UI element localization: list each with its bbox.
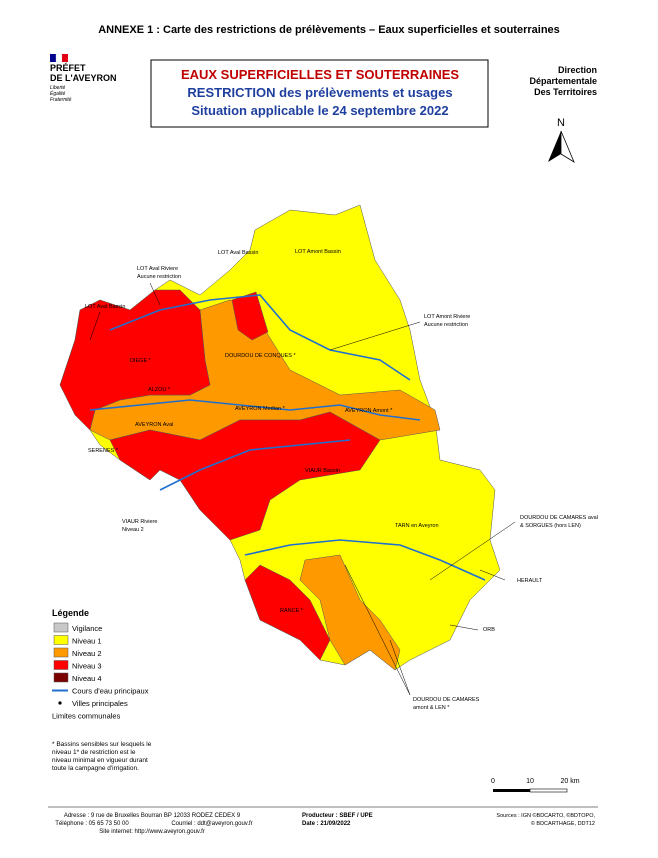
motto: Liberté bbox=[50, 85, 66, 91]
leader-line bbox=[329, 321, 421, 351]
map-label: RANCE * bbox=[280, 608, 304, 614]
legend: Vigilance Niveau 1 Niveau 2 Niveau 3 Niveau … bbox=[52, 622, 149, 721]
prefet: PRÉFET bbox=[50, 63, 86, 73]
footer-text: Téléphone : 05 65 73 50 00 bbox=[55, 821, 129, 827]
legend-label: Vigilance bbox=[72, 624, 102, 633]
river bbox=[244, 539, 486, 581]
map-label: DIEGE * bbox=[130, 358, 152, 364]
map bbox=[59, 204, 516, 696]
note: * Bassins sensibles sur lesquels lenivea… bbox=[52, 741, 152, 772]
title: RESTRICTION des prélèvements et usages bbox=[187, 85, 452, 100]
annex-title: ANNEXE 1 : Carte des restrictions de pré… bbox=[98, 24, 560, 36]
title: EAUX SUPERFICIELLES ET SOUTERRAINES bbox=[181, 67, 459, 82]
direction: Direction bbox=[558, 65, 597, 75]
map-label: LOT Aval Bassin bbox=[218, 250, 258, 256]
map-label: AVEYRON Amont * bbox=[345, 408, 393, 414]
map-label: SERENES * bbox=[88, 448, 119, 454]
note-text: niveau 1* de restriction est le bbox=[52, 749, 136, 756]
river bbox=[159, 439, 351, 491]
legend-swatch bbox=[53, 622, 69, 633]
footer-text: Date : 21/09/2022 bbox=[302, 821, 351, 827]
legend-label: Cours d'eau principaux bbox=[72, 687, 149, 696]
legend-label: Niveau 2 bbox=[72, 649, 102, 658]
direction: Départementale bbox=[529, 76, 597, 86]
motto: Fraternité bbox=[50, 97, 72, 103]
north-label: N bbox=[557, 117, 565, 129]
zone-niveau-3 bbox=[59, 289, 211, 431]
map-label: Niveau 2 bbox=[122, 527, 144, 533]
note-text: toute la campagne d'irrigation. bbox=[52, 765, 139, 772]
scale-label: 20 km bbox=[560, 778, 579, 785]
direction: Des Territoires bbox=[534, 87, 597, 97]
map-label: amont & LEN * bbox=[413, 705, 450, 711]
legend-swatch bbox=[53, 635, 69, 645]
leader-line bbox=[479, 569, 506, 581]
legend-swatch bbox=[53, 647, 69, 658]
map-label: TARN en Aveyron bbox=[395, 523, 439, 529]
map-label: LOT Aval Riviere bbox=[137, 266, 178, 272]
map-label: LOT Amont Bassin bbox=[295, 249, 341, 255]
footer-text: Sources : IGN ©BDCARTO, ©BDTOPO, bbox=[496, 812, 595, 819]
leader-line bbox=[449, 624, 479, 631]
leader-line bbox=[429, 521, 516, 581]
leader-line bbox=[149, 282, 161, 306]
leader-line bbox=[89, 311, 101, 341]
map-label: VIAUR Bassin bbox=[305, 468, 340, 474]
north-arrow bbox=[548, 131, 561, 162]
map-label: DOURDOU DE CAMARES bbox=[413, 697, 480, 703]
footer-text: Producteur : SBEF / UPE bbox=[302, 813, 373, 819]
motto: Égalité bbox=[50, 90, 66, 97]
map-label: Aucune restriction bbox=[137, 274, 181, 280]
scale-label: 0 bbox=[491, 778, 495, 785]
legend-swatch bbox=[58, 701, 62, 705]
map-label: ORB bbox=[483, 627, 495, 633]
footer-text: Adresse : 9 rue de Bruxelles Bourran BP … bbox=[64, 813, 241, 819]
zone-niveau-2 bbox=[299, 554, 401, 671]
map-label: DOURDOU DE CAMARES aval bbox=[520, 515, 598, 521]
zone-niveau-3 bbox=[231, 291, 269, 341]
prefet-logo bbox=[50, 53, 68, 63]
scale-bar bbox=[493, 788, 568, 793]
map-label: LOT Amont Riviere bbox=[424, 314, 470, 320]
legend-swatch bbox=[53, 672, 69, 683]
legend-label: Niveau 4 bbox=[72, 674, 102, 683]
leader-line bbox=[344, 564, 411, 696]
map-label: Aucune restriction bbox=[424, 322, 468, 328]
legend-label: Niveau 1 bbox=[72, 637, 102, 646]
footer-text: © BDCARTHAGE, DDT12 bbox=[531, 820, 595, 827]
map-label: AVEYRON Aval bbox=[135, 422, 173, 428]
title-box bbox=[150, 59, 489, 128]
legend-label: Limites communales bbox=[52, 712, 121, 721]
river bbox=[89, 399, 421, 421]
leader-line bbox=[389, 639, 411, 696]
note-text: * Bassins sensibles sur lesquels le bbox=[52, 741, 152, 748]
title: Situation applicable le 24 septembre 202… bbox=[191, 103, 448, 118]
legend-label: Niveau 3 bbox=[72, 662, 102, 671]
legend-label: Villes principales bbox=[72, 699, 128, 708]
map-label: DOURDOU DE CONQUES * bbox=[225, 353, 296, 359]
legend-title: Légende bbox=[52, 608, 89, 618]
prefet: DE L'AVEYRON bbox=[50, 73, 116, 83]
footer-text: Site internet: http://www.aveyron.gouv.f… bbox=[99, 829, 205, 835]
map-label: ALZOU * bbox=[148, 387, 171, 393]
north-arrow bbox=[560, 130, 575, 163]
map-label: AVEYRON Median * bbox=[235, 406, 286, 412]
map-label: HERAULT bbox=[517, 578, 543, 584]
note-text: niveau minimal en vigueur durant bbox=[52, 757, 148, 764]
map-label: & SORGUES (hors LEN) bbox=[520, 523, 581, 529]
legend-swatch bbox=[53, 660, 69, 670]
footer-text: Courriel : ddt@aveyron.gouv.fr bbox=[171, 821, 252, 827]
scale-label: 10 bbox=[526, 778, 534, 785]
river bbox=[109, 294, 411, 381]
map-label: VIAUR Riviere bbox=[122, 519, 157, 525]
map-label: LOT Aval Bassin bbox=[85, 304, 125, 310]
map-labels: LOT Aval Bassin LOT Aval Riviere Aucune re… bbox=[85, 249, 598, 711]
